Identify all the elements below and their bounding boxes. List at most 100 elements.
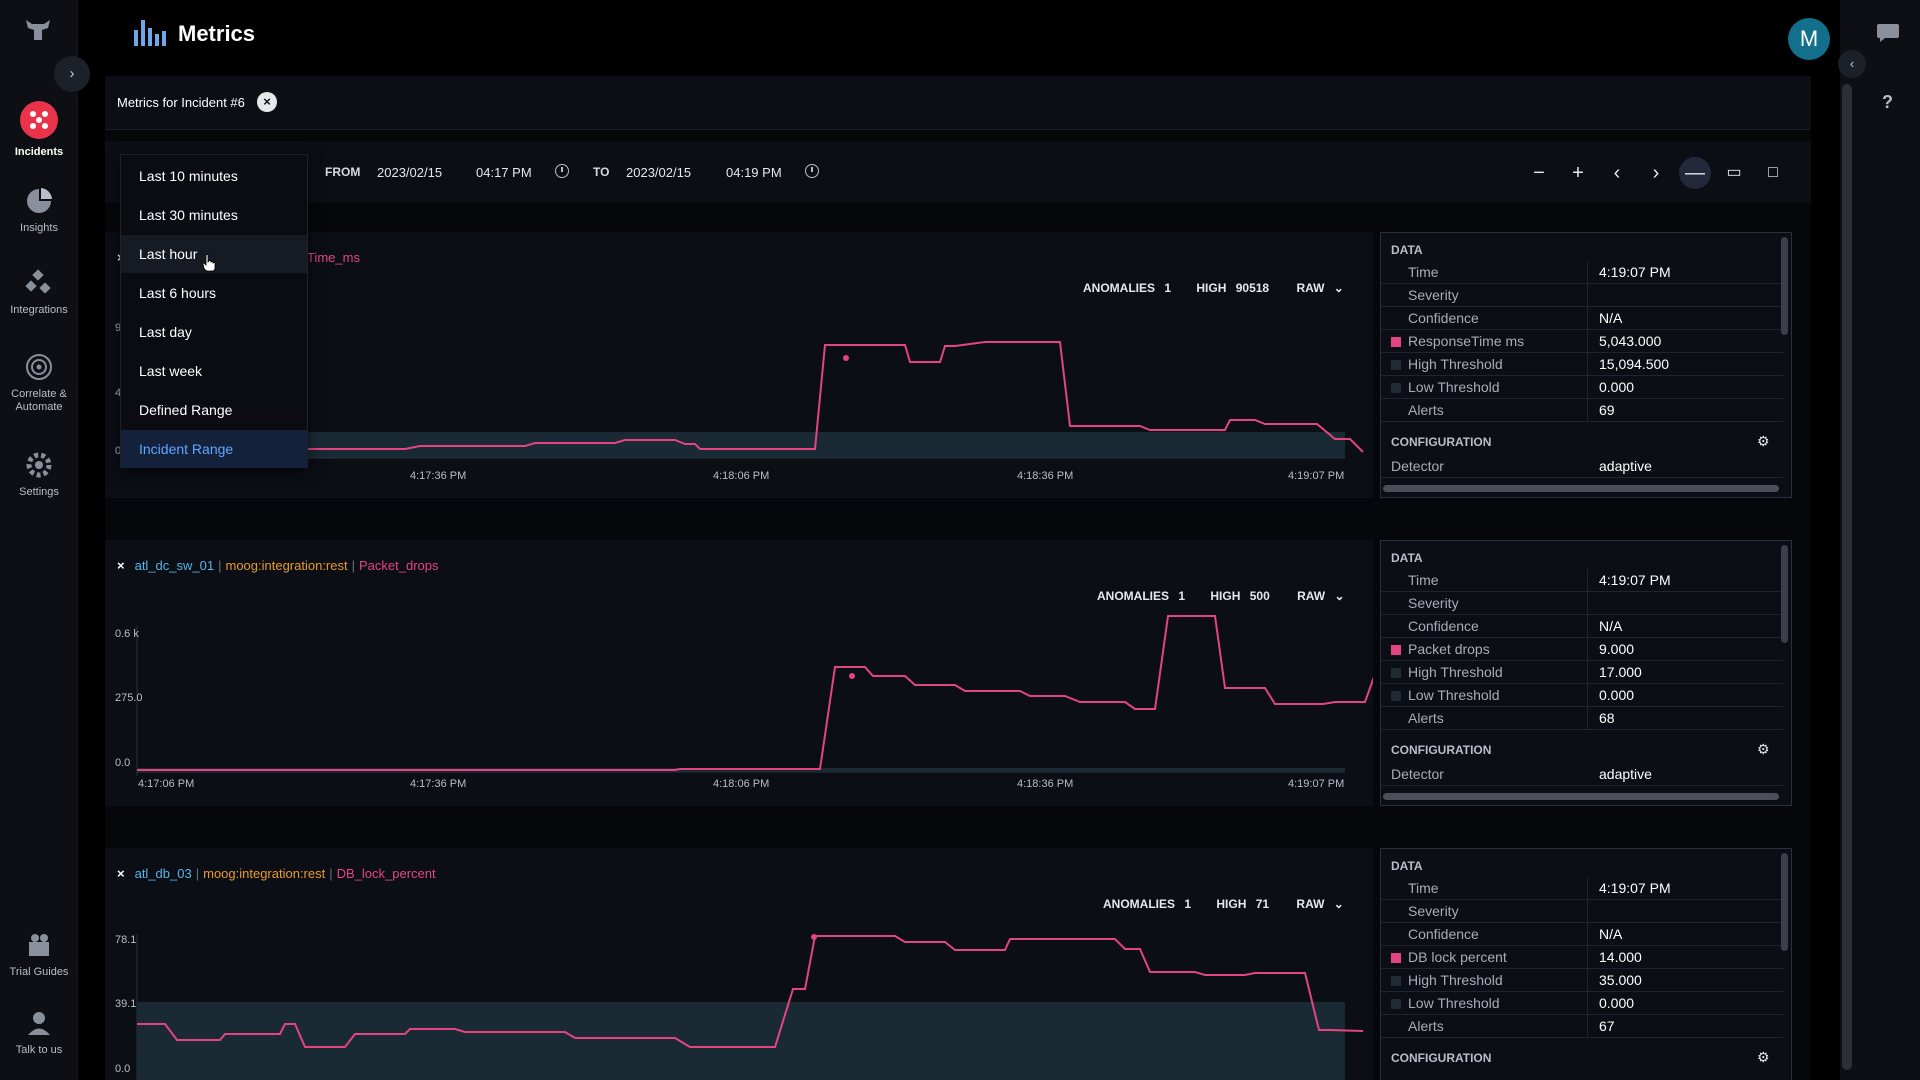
metric-source[interactable]: atl_db_03 — [134, 866, 192, 881]
time-range-bar: FROM 2023/02/15 04:17 PM TO 2023/02/15 0… — [105, 141, 1811, 203]
brand-logo-icon[interactable] — [22, 14, 54, 46]
remove-metric-icon[interactable]: × — [117, 558, 125, 573]
nav-label-settings: Settings — [19, 486, 59, 498]
data-panel-scrollbar[interactable] — [1781, 545, 1788, 643]
from-date-input[interactable]: 2023/02/15 — [377, 165, 443, 180]
anomaly-point[interactable] — [843, 355, 849, 361]
data-panel-scrollbar[interactable] — [1781, 853, 1788, 951]
data-key: Confidence — [1408, 618, 1479, 634]
data-row-time: Time 4:19:07 PM — [1381, 261, 1783, 284]
metric-stats: ANOMALIES 1 HIGH 90518 RAW ⌄ — [1083, 281, 1350, 295]
metric-row-3: × atl_db_03 | moog:integration:rest | DB_lock… — [105, 848, 1811, 1080]
threshold-swatch — [1391, 999, 1401, 1009]
time-range-dropdown: Last 10 minutes Last 30 minutes Last hou… — [120, 154, 308, 468]
data-key: Low Threshold — [1408, 687, 1500, 703]
zoom-out-button[interactable]: − — [1533, 162, 1545, 184]
range-option-last-week[interactable]: Last week — [139, 363, 203, 379]
data-value: N/A — [1599, 618, 1623, 634]
gear-icon[interactable]: ⚙ — [1757, 741, 1770, 757]
x-tick: 4:18:06 PM — [713, 778, 770, 790]
range-option-last-day[interactable]: Last day — [139, 324, 192, 340]
data-value: 4:19:07 PM — [1599, 572, 1671, 588]
gear-icon[interactable]: ⚙ — [1757, 1049, 1770, 1065]
to-date-input[interactable]: 2023/02/15 — [626, 165, 692, 180]
user-avatar[interactable]: M — [1788, 18, 1830, 60]
next-button[interactable]: › — [1652, 162, 1660, 184]
nav-item-correlate-automate[interactable]: Correlate & Automate — [0, 352, 78, 414]
x-tick: 4:19:07 PM — [1288, 778, 1345, 790]
layout-double-button[interactable]: ▭ — [1726, 164, 1742, 181]
data-row-high-threshold: High Threshold 35.000 — [1381, 969, 1783, 992]
incident-tab-label[interactable]: Metrics for Incident #6 — [117, 95, 245, 110]
nav-item-talk-to-us[interactable]: Talk to us — [0, 1008, 78, 1056]
data-value: 14.000 — [1599, 949, 1642, 965]
metric-title: × atl_dc_sw_01 | moog:integration:rest | Pack… — [117, 558, 439, 573]
to-time-input[interactable]: 04:19 PM — [726, 165, 782, 180]
data-key: High Threshold — [1408, 664, 1503, 680]
chevron-down-icon[interactable]: ⌄ — [1333, 281, 1344, 295]
data-value: 15,094.500 — [1599, 356, 1670, 372]
data-panel-horizontal-scrollbar[interactable] — [1383, 793, 1779, 800]
series-swatch — [1391, 645, 1401, 655]
data-key: Confidence — [1408, 310, 1479, 326]
anomalies-label: ANOMALIES — [1097, 589, 1169, 603]
metric-data-panel: DATA Time 4:19:07 PM Severity Confidence N… — [1380, 848, 1792, 1080]
data-value: 9.000 — [1599, 641, 1635, 657]
data-row-confidence: Confidence N/A — [1381, 307, 1783, 330]
data-row-low-threshold: Low Threshold 0.000 — [1381, 376, 1783, 399]
chat-icon[interactable] — [1876, 22, 1900, 44]
data-row-severity: Severity — [1381, 592, 1783, 615]
from-clock-icon[interactable] — [555, 164, 569, 178]
metric-source[interactable]: atl_dc_sw_01 — [134, 558, 215, 573]
to-clock-icon[interactable] — [805, 164, 819, 178]
nav-item-trial-guides[interactable]: Trial Guides — [0, 930, 78, 978]
metric-name: Packet_drops — [359, 558, 439, 573]
anomalies-label: ANOMALIES — [1083, 281, 1155, 295]
data-key: Low Threshold — [1408, 995, 1500, 1011]
metrics-icon — [134, 20, 166, 46]
nav-label-talk-to-us: Talk to us — [15, 1044, 63, 1056]
range-option-defined-range[interactable]: Defined Range — [139, 402, 233, 418]
metric-chart[interactable] — [105, 610, 1373, 780]
raw-select[interactable]: RAW — [1296, 897, 1325, 911]
range-option-incident-range[interactable]: Incident Range — [121, 430, 307, 468]
chevron-down-icon[interactable]: ⌄ — [1334, 589, 1345, 603]
anomaly-point[interactable] — [811, 934, 817, 940]
anomalies-value: 1 — [1164, 281, 1172, 295]
nav-label-incidents: Incidents — [14, 146, 64, 158]
range-option-last-10-minutes[interactable]: Last 10 minutes — [139, 168, 238, 184]
anomaly-point[interactable] — [849, 673, 855, 679]
help-icon[interactable]: ? — [1882, 92, 1893, 112]
metric-stats: ANOMALIES 1 HIGH 71 RAW ⌄ — [1103, 897, 1350, 911]
from-time-input[interactable]: 04:17 PM — [476, 165, 532, 180]
raw-select[interactable]: RAW — [1296, 281, 1325, 295]
data-panel-scrollbar[interactable] — [1781, 237, 1788, 335]
data-row-low-threshold: Low Threshold 0.000 — [1381, 992, 1783, 1015]
layout-grid-button[interactable]: □ — [1768, 164, 1778, 181]
incident-tab-close-icon[interactable]: × — [257, 92, 277, 112]
page-scrollbar[interactable] — [1842, 84, 1852, 1070]
zoom-in-button[interactable]: + — [1572, 162, 1584, 184]
nav-item-settings[interactable]: Settings — [0, 450, 78, 498]
x-tick: 4:18:36 PM — [1017, 778, 1074, 790]
gear-icon[interactable]: ⚙ — [1757, 433, 1770, 449]
chevron-down-icon[interactable]: ⌄ — [1333, 897, 1344, 911]
range-option-last-6-hours[interactable]: Last 6 hours — [139, 285, 217, 301]
right-rail-collapse-button[interactable]: ‹ — [1838, 50, 1866, 78]
nav-item-insights[interactable]: Insights — [0, 186, 78, 234]
configuration-header: CONFIGURATION — [1391, 435, 1492, 449]
nav-label-correlate: Correlate & — [11, 388, 67, 400]
data-panel-horizontal-scrollbar[interactable] — [1383, 485, 1779, 492]
metric-chart[interactable] — [105, 302, 1373, 472]
nav-expand-button[interactable]: › — [54, 56, 90, 92]
range-option-last-30-minutes[interactable]: Last 30 minutes — [139, 207, 238, 223]
y-tick: 0.0 — [115, 1063, 131, 1075]
nav-item-integrations[interactable]: Integrations — [0, 268, 78, 316]
previous-button[interactable]: ‹ — [1613, 162, 1621, 184]
series-line — [137, 341, 1364, 453]
layout-single-button[interactable]: — — [1679, 157, 1711, 189]
metric-chart[interactable] — [105, 918, 1373, 1080]
nav-item-incidents[interactable]: Incidents — [0, 100, 78, 158]
remove-metric-icon[interactable]: × — [117, 866, 125, 881]
raw-select[interactable]: RAW — [1297, 589, 1326, 603]
